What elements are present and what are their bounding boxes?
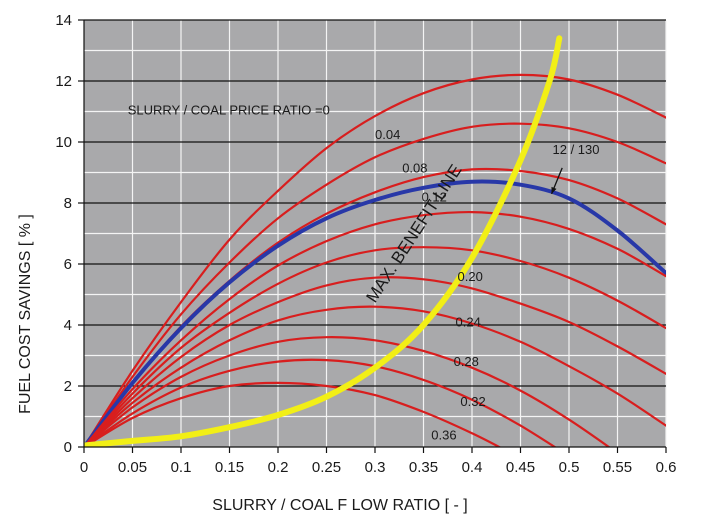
curve-labels-group: SLURRY / COAL PRICE RATIO =0 0.04 0.08 0.12… xyxy=(128,103,600,443)
y-tick-label: 0 xyxy=(64,439,72,456)
x-tick-label: 0.3 xyxy=(365,459,386,476)
curve-label: 0.36 xyxy=(431,427,456,442)
series-line-price-ratio-0.2 xyxy=(84,276,666,447)
x-tick-label: 0.4 xyxy=(462,459,483,476)
x-tick-label: 0 xyxy=(80,459,88,476)
x-tick-label: 0.5 xyxy=(559,459,580,476)
series-line-12-130 xyxy=(84,179,666,447)
x-axis-title: SLURRY / COAL F LOW RATIO [ - ] xyxy=(212,497,467,514)
y-tick-label: 12 xyxy=(55,73,72,90)
y-tick-label: 2 xyxy=(64,378,72,395)
annotation-arrowhead xyxy=(551,186,557,194)
x-tick-label: 0.1 xyxy=(171,459,192,476)
series-line-price-ratio-0.32 xyxy=(84,358,557,447)
curve-label: 0.20 xyxy=(458,269,483,284)
grid-group xyxy=(84,19,667,447)
series-group xyxy=(84,73,666,447)
series-line-price-ratio-0 xyxy=(84,73,666,447)
x-tick-label: 0.35 xyxy=(409,459,438,476)
series-line-price-ratio-0.12 xyxy=(84,210,666,447)
x-tick-label: 0.25 xyxy=(312,459,341,476)
x-tick-label: 0.45 xyxy=(506,459,535,476)
x-tick-label: 0.2 xyxy=(268,459,289,476)
curve-label: SLURRY / COAL PRICE RATIO =0 xyxy=(128,103,330,118)
y-tick-label: 14 xyxy=(55,12,72,29)
x-tick-label: 0.55 xyxy=(603,459,632,476)
max-benefit-line xyxy=(84,35,563,447)
x-tick-label: 0.15 xyxy=(215,459,244,476)
series-line-price-ratio-0.16 xyxy=(84,246,666,447)
series-line-price-ratio-0.28 xyxy=(84,336,611,447)
y-tick-label: 8 xyxy=(64,195,72,212)
y-axis-title: FUEL COST SAVINGS [ % ] xyxy=(17,214,34,414)
curve-label: 0.28 xyxy=(454,354,479,369)
x-tick-label: 0.05 xyxy=(118,459,147,476)
y-tick-label: 4 xyxy=(64,317,72,334)
curve-label: 0.04 xyxy=(375,127,400,142)
curve-label: 0.12 xyxy=(422,190,447,205)
x-tick-label: 0.6 xyxy=(656,459,677,476)
curve-label: 0.24 xyxy=(456,315,481,330)
curve-label: 0.08 xyxy=(402,161,427,176)
axis-group: 0 0.05 0.1 0.15 0.2 0.25 0.3 0.35 0.4 0.45 0.5 0.55… xyxy=(55,12,676,476)
y-tick-label: 6 xyxy=(64,256,72,273)
curve-label: 0.32 xyxy=(460,394,485,409)
curve-label: 12 / 130 xyxy=(553,142,600,157)
series-line-price-ratio-0.24 xyxy=(84,305,666,447)
y-tick-label: 10 xyxy=(55,134,72,151)
series-line-price-ratio-0.36 xyxy=(84,381,502,447)
series-line-price-ratio-0.04 xyxy=(84,122,666,447)
